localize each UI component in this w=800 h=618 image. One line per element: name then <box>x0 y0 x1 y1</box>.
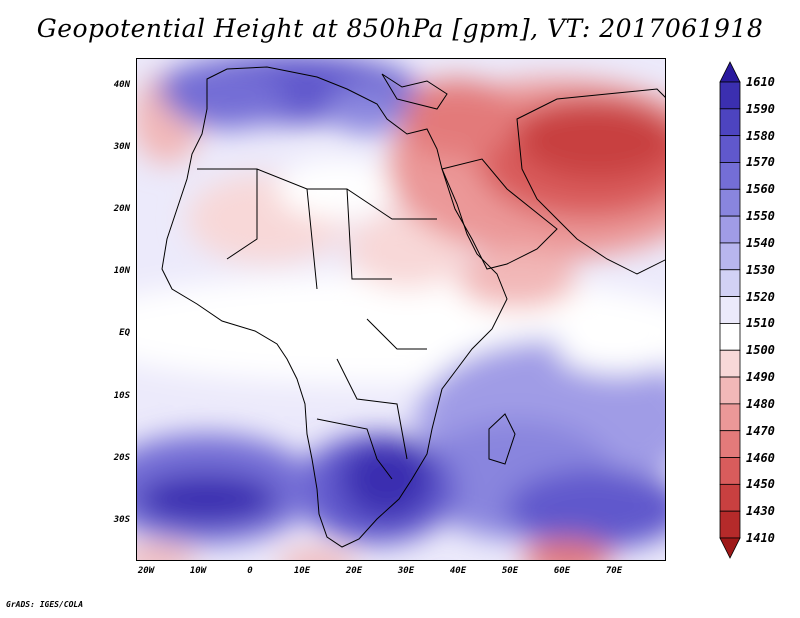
madagascar-coastline <box>488 413 516 465</box>
colorbar-box <box>719 430 741 458</box>
arabia-coastline <box>441 158 558 270</box>
colorbar-level-label: 1570 <box>746 155 775 170</box>
colorbar-level-label: 1560 <box>746 182 775 197</box>
colorbar-level-label: 1510 <box>746 316 775 331</box>
colorbar-box <box>719 510 741 539</box>
lon-tick-10e: 10E <box>293 566 311 576</box>
lat-tick-30n: 30N <box>113 142 130 152</box>
grads-credit: GrADS: IGES/COLA <box>6 600 84 609</box>
colorbar-level-label: 1480 <box>746 396 775 411</box>
colorbar-level-label: 1460 <box>746 450 775 465</box>
lat-tick-20n: 20N <box>113 204 130 214</box>
lat-tick-eq: EQ <box>119 328 130 338</box>
colorbar-level-label: 1550 <box>746 209 775 224</box>
colorbar-bottom-triangle <box>719 537 741 559</box>
lon-tick-0: 0 <box>247 566 253 576</box>
colorbar <box>719 61 741 559</box>
colorbar-level-label: 1470 <box>746 423 775 438</box>
asia-coastline <box>516 88 665 275</box>
lon-tick-30e: 30E <box>397 566 415 576</box>
colorbar-box <box>719 457 741 485</box>
lon-tick-50e: 50E <box>501 566 519 576</box>
colorbar-box <box>719 162 741 190</box>
lat-tick-40n: 40N <box>113 80 130 90</box>
colorbar-box <box>719 403 741 432</box>
colorbar-level-label: 1490 <box>746 370 775 385</box>
lon-tick-60e: 60E <box>553 566 571 576</box>
colorbar-level-label: 1610 <box>746 75 775 89</box>
coastline-outlines <box>161 66 665 548</box>
colorbar-box <box>719 242 741 271</box>
colorbar-box <box>719 323 741 351</box>
geopotential-field-map <box>137 59 665 560</box>
colorbar-level-label: 1450 <box>746 477 775 492</box>
colorbar-level-label: 1410 <box>746 531 775 545</box>
map-plot-area <box>136 58 666 561</box>
lat-tick-10n: 10N <box>113 266 130 276</box>
colorbar-box <box>719 296 741 324</box>
colorbar-box <box>719 349 741 378</box>
height-field-shading <box>137 59 665 560</box>
colorbar-top-triangle <box>719 61 741 83</box>
colorbar-box <box>719 269 741 297</box>
colorbar-box <box>719 108 741 137</box>
map-title: Geopotential Height at 850hPa [gpm], VT:… <box>36 14 764 43</box>
lat-tick-30s: 30S <box>113 515 130 525</box>
colorbar-level-label: 1500 <box>746 343 775 358</box>
lat-tick-20s: 20S <box>113 453 130 463</box>
colorbar-box <box>719 483 741 512</box>
africa-coastline <box>161 66 508 548</box>
colorbar-level-label: 1430 <box>746 504 775 519</box>
lon-tick-10w: 10W <box>189 566 207 576</box>
colorbar-box <box>719 215 741 244</box>
colorbar-level-label: 1590 <box>746 101 775 116</box>
colorbar-level-label: 1580 <box>746 128 775 143</box>
country-borders <box>197 168 437 480</box>
lon-tick-20e: 20E <box>345 566 363 576</box>
lon-tick-40e: 40E <box>449 566 467 576</box>
colorbar-box <box>719 376 741 405</box>
turkey-coastline <box>381 73 448 110</box>
lat-tick-10s: 10S <box>113 391 130 401</box>
colorbar-box <box>719 188 741 217</box>
lon-tick-70e: 70E <box>605 566 623 576</box>
colorbar-level-label: 1520 <box>746 289 775 304</box>
colorbar-level-label: 1530 <box>746 262 775 277</box>
colorbar-box <box>719 81 741 110</box>
colorbar-level-label: 1540 <box>746 235 775 250</box>
lon-tick-20w: 20W <box>137 566 155 576</box>
colorbar-box <box>719 135 741 163</box>
